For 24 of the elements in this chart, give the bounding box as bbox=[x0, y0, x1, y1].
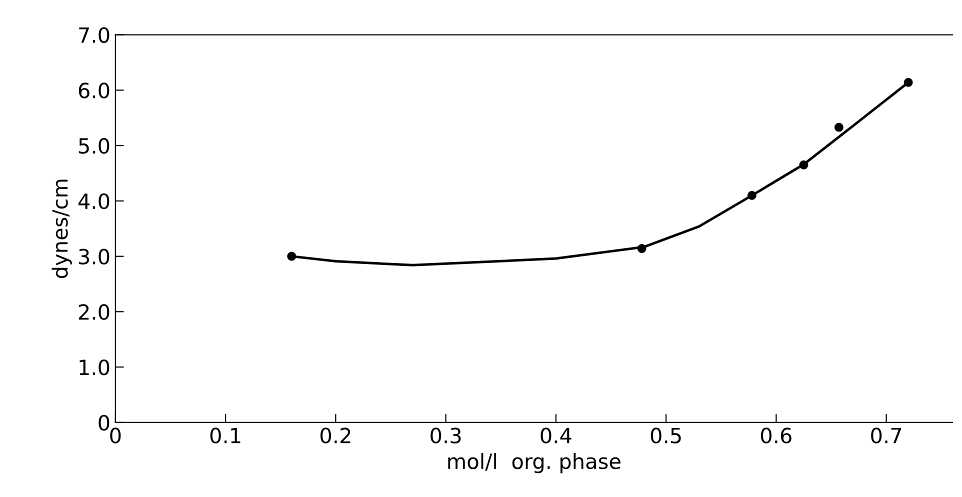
point bbox=[287, 252, 296, 261]
x-tick-label: 0.7 bbox=[871, 428, 902, 444]
x-tick-label: 0.3 bbox=[430, 428, 461, 444]
x-tick-label: 0.2 bbox=[320, 428, 350, 444]
point bbox=[637, 244, 646, 254]
y-tick-label: 4.0 bbox=[78, 193, 110, 210]
x-tick-label: 0 bbox=[110, 428, 121, 444]
x-tick-label: 0.6 bbox=[760, 428, 792, 444]
x-axis-title: mol/l org. phase bbox=[448, 453, 620, 474]
point bbox=[799, 160, 808, 170]
y-tick-label: 6.0 bbox=[78, 82, 110, 98]
y-axis-title: dynes/cm bbox=[52, 180, 72, 278]
y-tick-label: 1.0 bbox=[80, 360, 110, 376]
x-tick-label: 0.5 bbox=[650, 428, 681, 444]
y-tick-label: 2.0 bbox=[78, 304, 110, 320]
x-tick-label: 0.1 bbox=[210, 428, 240, 444]
y-tick-label: 5.0 bbox=[79, 138, 110, 154]
point bbox=[747, 190, 756, 200]
x-tick-label: 0.4 bbox=[540, 428, 572, 444]
y-tick-label: 7.0 bbox=[79, 27, 110, 43]
point bbox=[834, 122, 844, 132]
point bbox=[904, 78, 913, 87]
y-tick-label: 0 bbox=[98, 414, 110, 431]
y-tick-label: 3.0 bbox=[79, 248, 110, 265]
